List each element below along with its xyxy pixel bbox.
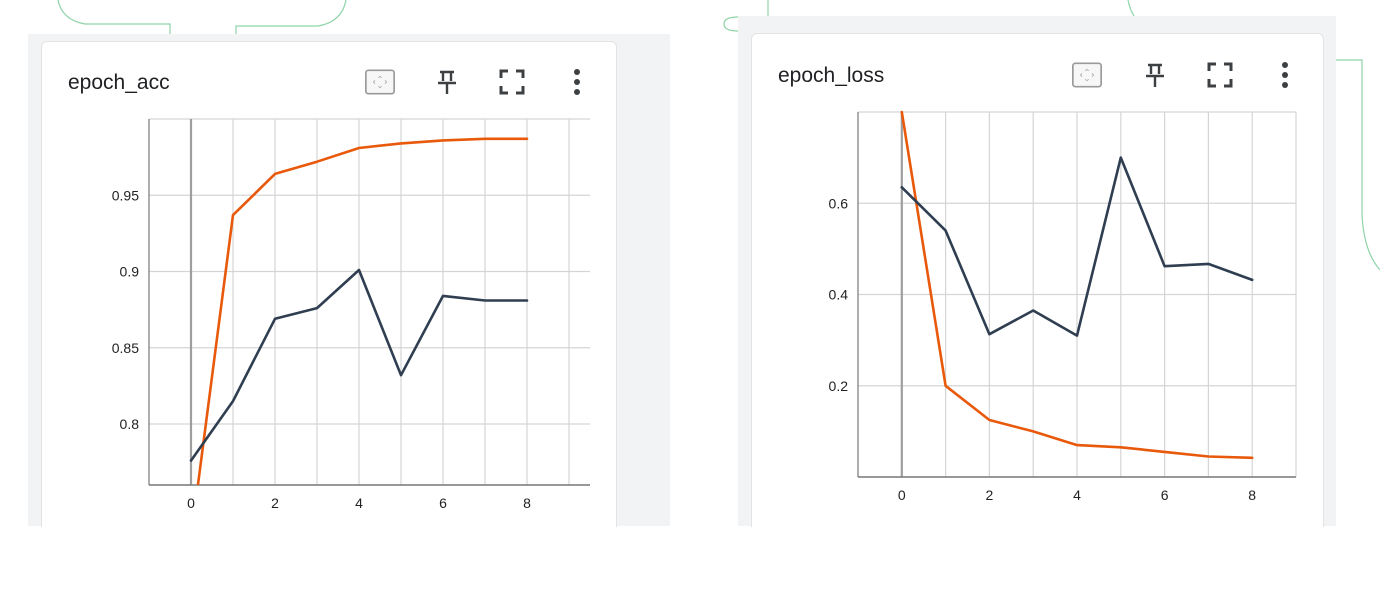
more-options-button[interactable] (562, 67, 592, 97)
x-tick-label: 6 (1161, 487, 1169, 503)
chart-card-epoch-loss: epoch_loss (751, 33, 1324, 527)
fullscreen-icon (499, 69, 525, 95)
x-tick-label: 6 (439, 495, 447, 511)
chart-epoch-loss: 0 2 4 6 8 0.2 0.4 0.6 (829, 110, 1297, 503)
fit-domain-button[interactable] (365, 67, 395, 97)
y-tick-label: 0.8 (120, 416, 140, 432)
fit-domain-icon (1072, 62, 1102, 88)
y-tick-label: 0.4 (829, 287, 849, 303)
x-tick-label: 8 (523, 495, 531, 511)
x-tick-label: 8 (1248, 487, 1256, 503)
y-tick-label: 0.85 (112, 340, 139, 356)
series-line-1 (189, 268, 529, 462)
series-line-0 (900, 110, 1254, 460)
pin-button[interactable] (1140, 60, 1170, 90)
card-title: epoch_acc (68, 71, 170, 94)
fullscreen-icon (1207, 62, 1233, 88)
x-tick-label: 2 (986, 487, 994, 503)
card-title: epoch_loss (778, 64, 885, 87)
x-tick-label: 0 (187, 495, 195, 511)
x-tick-label: 2 (271, 495, 279, 511)
y-tick-label: 0.2 (829, 378, 849, 394)
y-tick-label: 0.9 (120, 264, 140, 280)
series-group (900, 110, 1254, 460)
fullscreen-button[interactable] (497, 67, 527, 97)
fullscreen-button[interactable] (1205, 60, 1235, 90)
x-tick-label: 4 (1073, 487, 1081, 503)
y-tick-label: 0.6 (829, 195, 849, 211)
series-line-0 (196, 137, 529, 485)
x-tick-label: 0 (898, 487, 906, 503)
fit-domain-button[interactable] (1072, 60, 1102, 90)
chart-epoch-acc: 0 2 4 6 8 0.8 0.85 0.9 0.95 (112, 118, 590, 511)
more-options-button[interactable] (1270, 60, 1300, 90)
x-tick-label: 4 (355, 495, 363, 511)
more-vert-icon (574, 69, 580, 95)
more-vert-icon (1282, 62, 1288, 88)
pin-button[interactable] (432, 67, 462, 97)
y-tick-label: 0.95 (112, 187, 139, 203)
chart-card-epoch-acc: epoch_acc (41, 41, 617, 527)
pin-icon (1146, 63, 1164, 87)
fit-domain-icon (365, 69, 395, 95)
pin-icon (438, 70, 456, 94)
series-group (189, 137, 529, 485)
series-line-1 (900, 156, 1254, 337)
